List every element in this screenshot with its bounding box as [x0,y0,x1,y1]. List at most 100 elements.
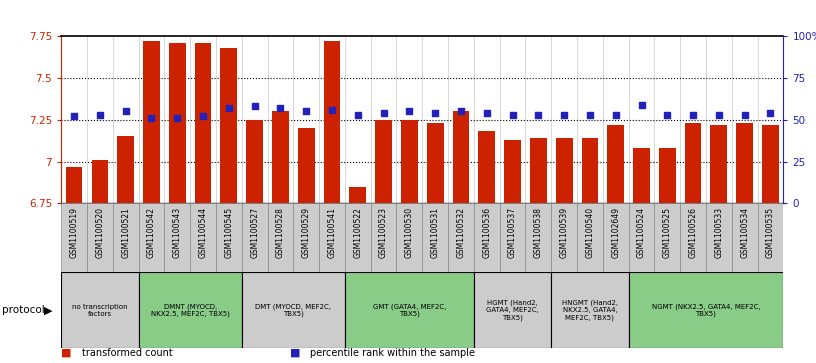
Text: GSM1100526: GSM1100526 [689,207,698,258]
Bar [242,203,268,272]
Text: GSM1100530: GSM1100530 [405,207,414,258]
Text: GMT (GATA4, MEF2C,
TBX5): GMT (GATA4, MEF2C, TBX5) [373,303,446,317]
Bar [526,203,552,272]
Point [428,110,441,116]
Bar [319,203,345,272]
Bar [681,203,706,272]
Point [557,112,570,118]
Point [145,115,158,121]
Text: GSM1100527: GSM1100527 [251,207,259,258]
Bar [628,272,783,348]
Text: GSM1100537: GSM1100537 [508,207,517,258]
Bar [375,120,392,203]
Point [248,103,261,109]
Bar [293,203,319,272]
Text: GSM1100529: GSM1100529 [302,207,311,258]
Point [171,115,184,121]
Text: no transcription
factors: no transcription factors [72,304,127,317]
Bar [603,203,628,272]
Text: GSM1100528: GSM1100528 [276,207,285,258]
Bar [659,148,676,203]
Bar [118,136,134,203]
Text: GSM1100534: GSM1100534 [740,207,749,258]
Point [738,112,752,118]
Point [68,114,81,119]
Point [377,110,390,116]
Text: protocol: protocol [2,305,45,315]
Text: GSM1100524: GSM1100524 [637,207,646,258]
Text: DMNT (MYOCD,
NKX2.5, MEF2C, TBX5): DMNT (MYOCD, NKX2.5, MEF2C, TBX5) [151,303,229,317]
Point [326,107,339,113]
Text: GSM1100523: GSM1100523 [379,207,388,258]
Text: GSM1100521: GSM1100521 [122,207,131,258]
Text: NGMT (NKX2.5, GATA4, MEF2C,
TBX5): NGMT (NKX2.5, GATA4, MEF2C, TBX5) [652,303,761,317]
Bar [61,272,139,348]
Bar [139,203,164,272]
Point [481,110,494,116]
Text: GSM1100542: GSM1100542 [147,207,156,258]
Bar [499,203,526,272]
Bar [478,131,495,203]
Bar [401,120,418,203]
Bar [685,123,702,203]
Text: GSM1102649: GSM1102649 [611,207,620,258]
Text: GSM1100535: GSM1100535 [766,207,775,258]
Point [93,112,106,118]
Text: GSM1100539: GSM1100539 [560,207,569,258]
Bar [706,203,732,272]
Bar [195,43,211,203]
Text: HNGMT (Hand2,
NKX2.5, GATA4,
MEF2C, TBX5): HNGMT (Hand2, NKX2.5, GATA4, MEF2C, TBX5… [562,300,618,321]
Point [299,109,313,114]
Point [403,109,416,114]
Text: GSM1100540: GSM1100540 [585,207,594,258]
Text: HGMT (Hand2,
GATA4, MEF2C,
TBX5): HGMT (Hand2, GATA4, MEF2C, TBX5) [486,300,539,321]
Bar [397,203,423,272]
Point [274,105,287,111]
Point [222,105,235,111]
Point [119,109,132,114]
Bar [324,41,340,203]
Text: GSM1100525: GSM1100525 [663,207,672,258]
Point [686,112,699,118]
Bar [220,48,237,203]
Bar [345,272,474,348]
Bar [113,203,139,272]
Text: GSM1100541: GSM1100541 [327,207,336,258]
Bar [654,203,681,272]
Text: GSM1100538: GSM1100538 [534,207,543,258]
Bar [448,203,474,272]
Point [351,112,364,118]
Bar [139,272,242,348]
Text: GSM1100532: GSM1100532 [456,207,465,258]
Bar [143,41,160,203]
Point [610,112,623,118]
Text: GSM1100545: GSM1100545 [224,207,233,258]
Text: ■: ■ [61,347,72,358]
Bar [66,167,82,203]
Text: DMT (MYOCD, MEF2C,
TBX5): DMT (MYOCD, MEF2C, TBX5) [255,303,331,317]
Bar [427,123,444,203]
Point [635,102,648,108]
Point [661,112,674,118]
Bar [732,203,757,272]
Bar [268,203,293,272]
Bar [169,43,186,203]
Point [455,109,468,114]
Bar [164,203,190,272]
Text: GSM1100536: GSM1100536 [482,207,491,258]
Bar [453,111,469,203]
Bar [633,148,650,203]
Bar [552,272,628,348]
Bar [423,203,448,272]
Point [764,110,777,116]
Bar [628,203,654,272]
Text: GSM1100531: GSM1100531 [431,207,440,258]
Bar [91,160,109,203]
Text: GSM1100520: GSM1100520 [95,207,104,258]
Bar [474,272,552,348]
Bar [216,203,242,272]
Text: GSM1100544: GSM1100544 [198,207,207,258]
Bar [736,123,753,203]
Bar [577,203,603,272]
Point [197,114,210,119]
